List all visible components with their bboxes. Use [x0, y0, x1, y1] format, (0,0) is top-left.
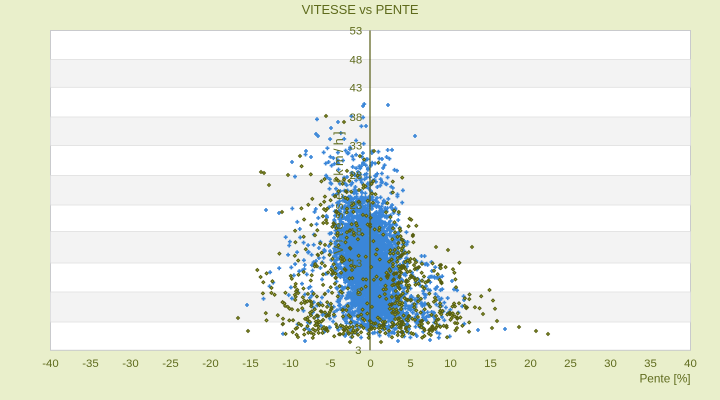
svg-text:40: 40: [684, 358, 697, 370]
svg-text:35: 35: [644, 358, 657, 370]
svg-text:-40: -40: [42, 358, 58, 370]
svg-text:15: 15: [484, 358, 497, 370]
svg-text:33: 33: [350, 141, 363, 153]
svg-text:-5: -5: [325, 358, 335, 370]
svg-text:Pente [%]: Pente [%]: [639, 372, 690, 386]
svg-text:28: 28: [350, 170, 363, 182]
svg-text:53: 53: [350, 26, 363, 38]
svg-text:10: 10: [444, 358, 457, 370]
svg-text:38: 38: [350, 112, 363, 124]
svg-text:-30: -30: [122, 358, 138, 370]
svg-text:-15: -15: [242, 358, 258, 370]
svg-text:-10: -10: [282, 358, 298, 370]
svg-text:30: 30: [604, 358, 617, 370]
svg-text:48: 48: [350, 55, 363, 67]
svg-text:VITESSE vs PENTE: VITESSE vs PENTE: [302, 2, 419, 17]
svg-text:0: 0: [367, 358, 373, 370]
svg-text:43: 43: [350, 83, 363, 95]
svg-text:-20: -20: [202, 358, 218, 370]
svg-text:25: 25: [564, 358, 577, 370]
svg-text:3: 3: [355, 345, 361, 357]
svg-text:-25: -25: [162, 358, 178, 370]
svg-text:-35: -35: [82, 358, 98, 370]
svg-text:13: 13: [350, 258, 363, 270]
svg-text:20: 20: [524, 358, 537, 370]
svg-text:5: 5: [407, 358, 413, 370]
